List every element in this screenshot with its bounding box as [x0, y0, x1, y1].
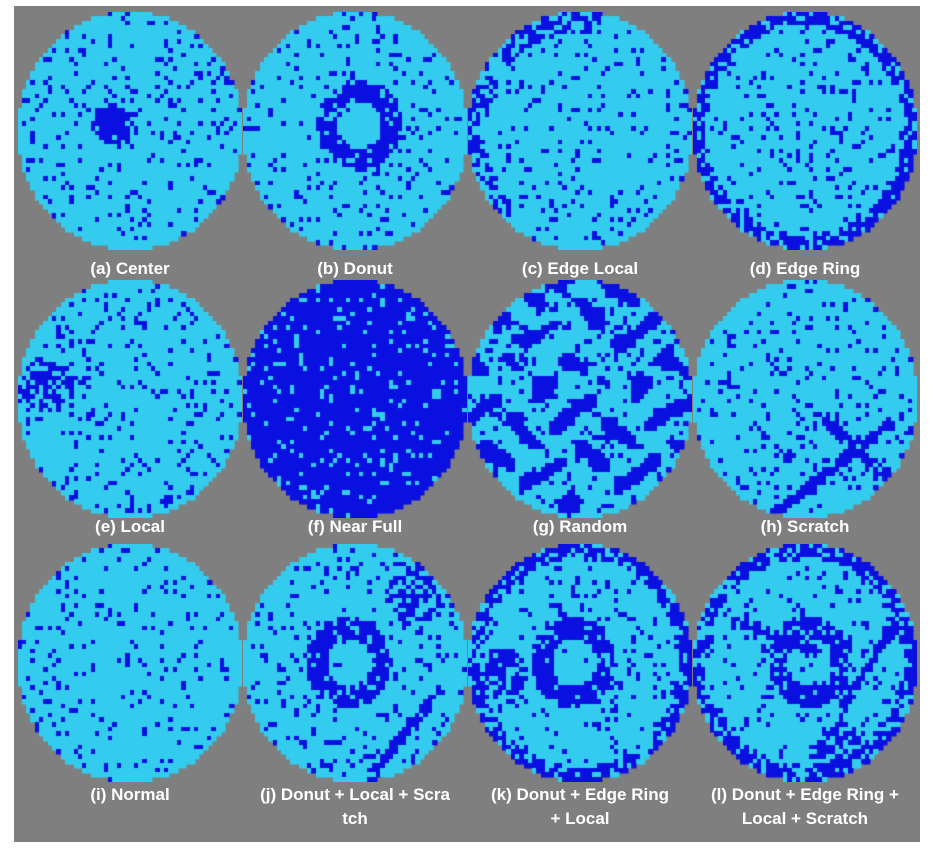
- caption-donut-local-scratch: (j) Donut + Local + Scra tch: [260, 785, 450, 828]
- wafer-map-edge-local: [468, 12, 692, 250]
- caption-random: (g) Random: [532, 517, 628, 536]
- caption-center: (a) Center: [90, 259, 170, 278]
- caption-local: (e) Local: [95, 517, 165, 536]
- wafer-map-scratch: [693, 280, 917, 518]
- wafer-map-donut-local-scratch: [243, 544, 467, 782]
- caption-edge-local: (c) Edge Local: [521, 259, 639, 278]
- panel-donut-edge-ring-local-scratch: (l) Donut + Edge Ring + Local + Scratch: [693, 544, 917, 828]
- wafer-map-donut-edge-ring-local-scratch: [693, 544, 917, 782]
- caption-scratch: (h) Scratch: [760, 517, 850, 536]
- caption-near-full: (f) Near Full: [307, 517, 403, 536]
- caption-donut-edge-ring-local: (k) Donut + Edge Ring + Local: [490, 785, 670, 828]
- panel-center: (a) Center: [18, 12, 242, 278]
- caption-donut-edge-ring-local-scratch: (l) Donut + Edge Ring + Local + Scratch: [711, 785, 899, 828]
- panel-near-full: (f) Near Full: [243, 280, 467, 536]
- wafer-map-center: [18, 12, 242, 250]
- panel-normal: (i) Normal: [18, 544, 242, 804]
- caption-edge-ring: (d) Edge Ring: [749, 259, 861, 278]
- panel-local: (e) Local: [18, 280, 242, 536]
- wafer-map-random: [468, 280, 692, 518]
- wafer-map-figure: (a) Center (b) Donut (c) Edge Local (d) …: [14, 6, 920, 842]
- caption-normal: (i) Normal: [90, 785, 170, 804]
- panel-scratch: (h) Scratch: [693, 280, 917, 536]
- panel-donut-edge-ring-local: (k) Donut + Edge Ring + Local: [468, 544, 692, 828]
- caption-donut: (b) Donut: [317, 259, 393, 278]
- wafer-map-local: [18, 280, 242, 518]
- panel-edge-ring: (d) Edge Ring: [693, 12, 917, 278]
- wafer-map-donut-edge-ring-local: [468, 544, 692, 782]
- panel-random: (g) Random: [468, 280, 692, 536]
- panel-donut-local-scratch: (j) Donut + Local + Scra tch: [243, 544, 467, 828]
- panel-edge-local: (c) Edge Local: [468, 12, 692, 278]
- wafer-map-near-full: [243, 280, 467, 518]
- wafer-map-normal: [18, 544, 242, 782]
- wafer-map-edge-ring: [693, 12, 917, 250]
- wafer-map-donut: [243, 12, 467, 250]
- panel-donut: (b) Donut: [243, 12, 467, 278]
